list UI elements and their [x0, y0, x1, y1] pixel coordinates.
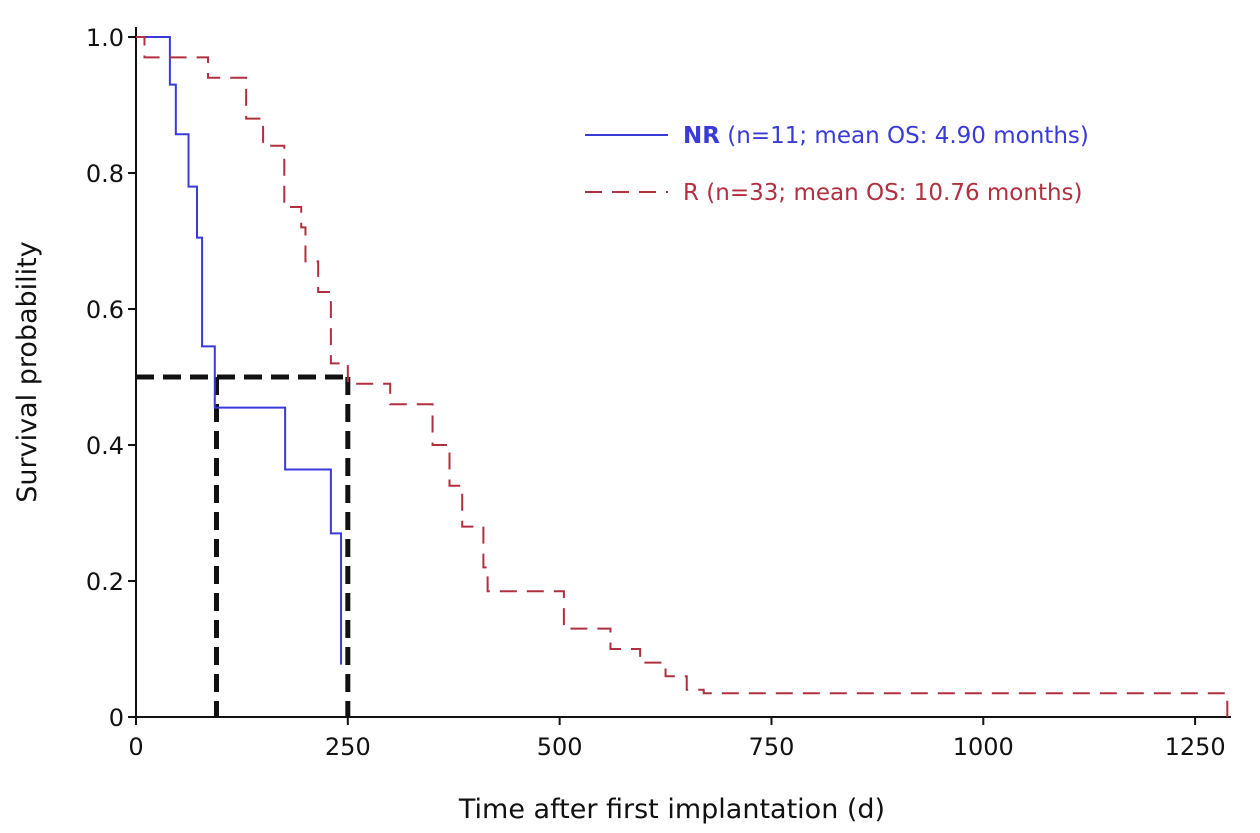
y-tick-label: 0: [109, 704, 124, 732]
y-tick-label: 0.8: [86, 160, 124, 188]
y-tick-label: 0.4: [86, 432, 124, 460]
y-tick-label: 0.2: [86, 568, 124, 596]
legend-label-nr: NR (n=11; mean OS: 4.90 months): [683, 123, 1089, 149]
legend-label-nr-prefix: NR: [683, 123, 720, 149]
legend-label-nr-detail: (n=11; mean OS: 4.90 months): [720, 123, 1089, 149]
y-axis-title: Survival probability: [12, 241, 43, 503]
x-tick-label: 500: [537, 733, 583, 761]
x-tick-label: 1000: [953, 733, 1014, 761]
series-r-line: [136, 36, 1229, 717]
series-layer: [136, 36, 1229, 717]
legend: NR (n=11; mean OS: 4.90 months) R (n=33;…: [585, 123, 1089, 206]
x-tick-label: 250: [325, 733, 371, 761]
y-tick-label: 1.0: [86, 24, 124, 52]
x-tick-label: 1250: [1165, 733, 1226, 761]
legend-label-r-prefix: R: [683, 180, 699, 206]
y-tick-label: 0.6: [86, 296, 124, 324]
legend-label-r-detail: (n=33; mean OS: 10.76 months): [699, 180, 1083, 206]
x-axis-title: Time after first implantation (d): [458, 794, 885, 825]
axes: 0 250 500 750 1000 1250 0 0.2 0.4 0.6 0.8 1.0: [86, 24, 1231, 761]
series-nr-line: [136, 36, 343, 665]
x-tick-label: 0: [128, 733, 143, 761]
legend-label-r: R (n=33; mean OS: 10.76 months): [683, 180, 1083, 206]
x-tick-label: 750: [749, 733, 795, 761]
median-guides: [136, 374, 351, 717]
